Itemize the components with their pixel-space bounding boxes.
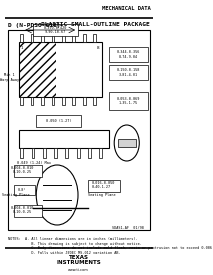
- Text: 0.050 (1.27): 0.050 (1.27): [46, 119, 72, 123]
- Bar: [14, 205, 42, 217]
- Text: 0.004-0.010
0.10-0.25: 0.004-0.010 0.10-0.25: [11, 206, 34, 214]
- Text: 0.053-0.069
1.35-1.75: 0.053-0.069 1.35-1.75: [117, 97, 140, 105]
- Bar: [109, 65, 148, 80]
- Bar: [99, 148, 102, 158]
- Bar: [77, 148, 80, 158]
- Bar: [19, 42, 56, 97]
- Circle shape: [36, 165, 78, 225]
- Text: 0.344-0.356
8.74-9.04: 0.344-0.356 8.74-9.04: [117, 50, 140, 59]
- Bar: [93, 97, 96, 105]
- Bar: [20, 34, 23, 42]
- Text: PLASTIC SMALL-OUTLINE PACKAGE: PLASTIC SMALL-OUTLINE PACKAGE: [41, 23, 150, 28]
- Bar: [20, 97, 23, 105]
- Bar: [19, 42, 102, 97]
- Bar: [41, 97, 44, 105]
- Bar: [118, 139, 136, 147]
- Bar: [20, 148, 23, 158]
- Bar: [33, 24, 78, 36]
- Bar: [32, 148, 34, 158]
- Text: Warp Away: Warp Away: [0, 78, 19, 81]
- Bar: [19, 130, 109, 148]
- Text: Seating Plane: Seating Plane: [88, 193, 116, 197]
- Text: 8: 8: [96, 46, 99, 50]
- Bar: [72, 34, 75, 42]
- Text: 0-8°: 0-8°: [18, 188, 27, 192]
- Bar: [62, 97, 65, 105]
- Bar: [93, 34, 96, 42]
- Text: 0.016-0.050
0.40-1.27: 0.016-0.050 0.40-1.27: [92, 181, 115, 189]
- Bar: [31, 34, 33, 42]
- Bar: [8, 30, 150, 230]
- Bar: [41, 34, 44, 42]
- Bar: [54, 148, 57, 158]
- Text: NOTES:  A. All linear dimensions are in inches (millimeters).
           B. This: NOTES: A. All linear dimensions are in i…: [8, 237, 213, 255]
- Text: Seating Plane: Seating Plane: [2, 193, 29, 197]
- Text: D (N-PDSO-G16): D (N-PDSO-G16): [8, 23, 61, 28]
- Bar: [62, 34, 65, 42]
- Bar: [65, 148, 68, 158]
- Text: 0.390-0.420
9.90-10.67: 0.390-0.420 9.90-10.67: [44, 26, 67, 34]
- Text: 0.004-0.010
0.10-0.25: 0.004-0.010 0.10-0.25: [11, 166, 34, 174]
- Bar: [72, 97, 75, 105]
- Text: TEXAS
INSTRUMENTS: TEXAS INSTRUMENTS: [56, 255, 101, 265]
- Bar: [36, 115, 82, 127]
- Bar: [52, 97, 54, 105]
- Text: 0.049 (1.24) Max: 0.049 (1.24) Max: [17, 161, 52, 165]
- Text: 0.150-0.158
3.81-4.01: 0.150-0.158 3.81-4.01: [117, 68, 140, 77]
- Bar: [83, 97, 86, 105]
- Bar: [14, 185, 35, 195]
- Bar: [43, 148, 46, 158]
- Text: Min 1: Min 1: [4, 73, 14, 76]
- Bar: [31, 97, 33, 105]
- Bar: [14, 165, 42, 177]
- Bar: [109, 47, 148, 62]
- Text: MECHANICAL DATA: MECHANICAL DATA: [102, 7, 151, 12]
- Bar: [109, 92, 148, 110]
- Bar: [88, 180, 120, 192]
- Bar: [83, 34, 86, 42]
- Text: www.ti.com: www.ti.com: [68, 268, 89, 272]
- Text: 1: 1: [21, 46, 23, 50]
- Bar: [52, 34, 54, 42]
- Text: SDAS1-AF  01/98: SDAS1-AF 01/98: [112, 226, 144, 230]
- Bar: [88, 148, 91, 158]
- Circle shape: [114, 125, 139, 161]
